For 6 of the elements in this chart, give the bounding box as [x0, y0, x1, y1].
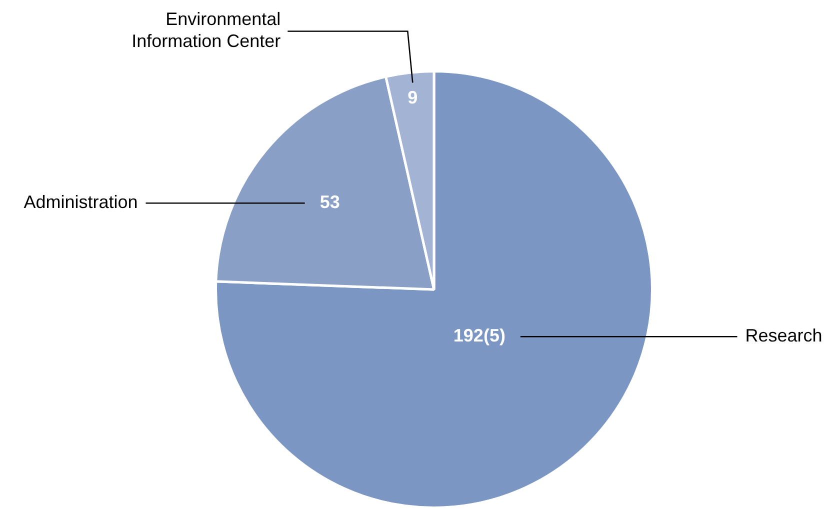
slice-label: Administration [24, 192, 138, 212]
slice-label: Research [745, 326, 822, 346]
data-label: 53 [320, 192, 340, 212]
slice-label: Environmental Information Center [132, 9, 281, 52]
data-label: 192(5) [453, 326, 506, 346]
data-label: 9 [408, 88, 418, 108]
